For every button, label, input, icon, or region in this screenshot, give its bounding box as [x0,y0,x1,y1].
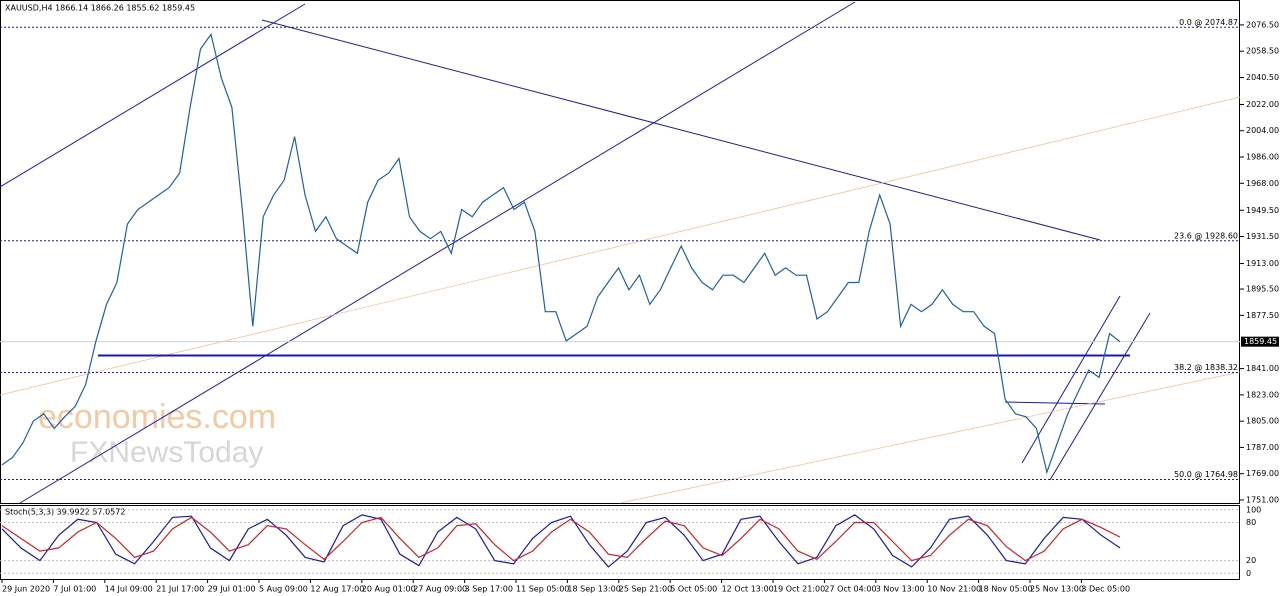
x-tick-label: 27 Aug 09:00 [413,585,467,594]
y-tick-label: 1805.00 [1246,417,1279,426]
y-tick-label: 1895.50 [1246,285,1279,294]
fib-label: 0.0 @ 2074.87 [1179,18,1238,27]
series-line [1,32,1121,475]
stoch-frame [0,505,1240,580]
y-tick-label: 1949.50 [1246,206,1279,215]
y-tick-label: 1841.00 [1246,364,1279,373]
last-price-box [1241,336,1279,347]
x-tick-label: 25 Sep 21:00 [619,585,672,594]
series-line [1,516,1121,562]
x-tick-label: 25 Nov 13:00 [1030,585,1084,594]
y-tick-label: 80 [1246,518,1256,527]
y-tick-label: 1877.50 [1246,311,1279,320]
trend-lines [0,1,1151,504]
y-tick-label: 1986.00 [1246,152,1279,161]
watermark: economies.com [38,398,276,436]
x-tick-label: 19 Oct 21:00 [773,585,825,594]
last-price-label: 1859.45 [1244,337,1277,346]
x-tick-label: 18 Sep 13:00 [567,585,620,594]
x-tick-label: 21 Jul 17:00 [156,585,204,594]
x-tick-label: 27 Oct 04:00 [824,585,876,594]
y-tick-label: 1823.00 [1246,390,1279,399]
y-tick-label: 1787.00 [1246,443,1279,452]
fib-label: 38.2 @ 1838.32 [1174,363,1238,372]
watermark: FXNewsToday [70,436,263,469]
x-tick-label: 18 Nov 05:00 [979,585,1033,594]
x-tick-label: 20 Aug 01:00 [362,585,416,594]
x-tick-label: 10 Nov 21:00 [927,585,981,594]
x-tick-label: 14 Jul 09:00 [105,585,153,594]
x-tick-label: 12 Aug 17:00 [310,585,364,594]
y-tick-label: 20 [1246,556,1256,565]
fib-label: 23.6 @ 1928.60 [1174,231,1238,240]
stoch-title: Stoch(5,3,3) 39.9922 57.0572 [5,508,125,517]
y-tick-label: 1968.00 [1246,179,1279,188]
x-tick-label: 3 Nov 13:00 [876,585,925,594]
x-tick-label: 12 Oct 13:00 [722,585,774,594]
y-tick-label: 2022.00 [1246,100,1279,109]
y-tick-label: 0 [1246,569,1251,578]
x-tick-label: 3 Dec 05:00 [1081,585,1130,594]
y-tick-label: 2040.50 [1246,73,1279,82]
y-tick-label: 1769.00 [1246,469,1279,478]
main-frame [0,0,1240,504]
y-tick-label: 1751.00 [1246,495,1279,504]
channel-lines [0,96,1241,504]
y-tick-label: 2058.50 [1246,47,1279,56]
y-tick-label: 2004.00 [1246,126,1279,135]
x-tick-label: 5 Aug 09:00 [259,585,308,594]
fib-label: 50.0 @ 1764.98 [1174,470,1238,479]
x-tick-label: 5 Oct 05:00 [670,585,717,594]
y-tick-label: 100 [1246,505,1261,514]
x-tick-label: 29 Jun 2020 [2,585,50,594]
x-tick-label: 29 Jul 01:00 [208,585,256,594]
y-tick-label: 2076.50 [1246,20,1279,29]
y-tick-label: 1913.00 [1246,259,1279,268]
series-line [1,514,1121,568]
x-tick-label: 7 Jul 01:00 [53,585,96,594]
chart-title: XAUUSD,H4 1866.14 1866.26 1855.62 1859.4… [5,4,195,13]
x-tick-label: 3 Sep 17:00 [465,585,513,594]
x-tick-label: 11 Sep 05:00 [516,585,569,594]
y-tick-label: 1931.50 [1246,232,1279,241]
